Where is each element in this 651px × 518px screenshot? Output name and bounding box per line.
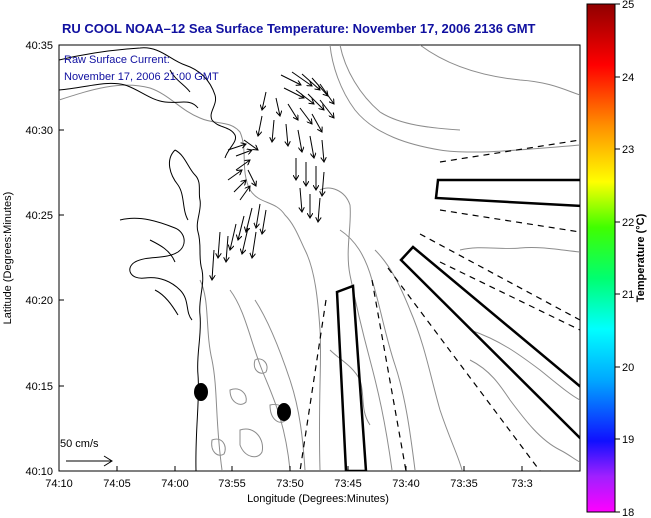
colorbar-tick: 21 [622,289,634,301]
map-title: RU COOL NOAA–12 Sea Surface Temperature:… [62,21,536,36]
colorbar: 25 24 23 22 21 20 19 18 Temperature (°C) [586,0,647,518]
x-tick-label: 73:40 [392,478,420,490]
colorbar-tick: 19 [622,434,634,446]
boundary-dashed-lines [299,139,580,471]
colorbar-tick: 25 [622,0,634,11]
x-axis-label: Longitude (Degrees:Minutes) [247,493,389,505]
colorbar-tick: 24 [622,72,634,84]
y-tick-label: 40:35 [25,40,53,52]
y-axis-label: Latitude (Degrees:Minutes) [2,192,14,325]
colorbar-label: Temperature (°C) [635,213,647,302]
y-tick-label: 40:25 [25,210,53,222]
x-tick-label: 73:35 [450,478,478,490]
radar-beam-outlines [335,178,580,471]
current-vectors [212,71,334,280]
data-blob [277,403,291,421]
colorbar-tick: 18 [622,507,634,518]
x-tick-label: 74:05 [103,478,131,490]
x-tick-label: 73:3 [511,478,532,490]
x-tick-label: 73:50 [276,478,304,490]
scale-label: 50 cm/s [60,438,99,450]
colorbar-tick: 22 [622,217,634,229]
x-tick-label: 74:10 [45,478,73,490]
colorbar-tick: 20 [622,362,634,374]
y-tick-label: 40:10 [25,466,53,478]
annotation-line-1: Raw Surface Current: [64,54,170,66]
annotation-line-2: November 17, 2006 21:00 GMT [64,71,219,83]
colorbar-gradient [586,3,616,513]
coastline [59,47,237,471]
bathymetry-contours [59,45,580,471]
y-tick-label: 40:15 [25,381,53,393]
scale-arrow-head [103,455,113,467]
data-blob [194,383,208,401]
y-axis: 40:35 40:30 40:25 40:20 40:15 40:10 Lati… [2,40,64,478]
x-tick-label: 73:55 [218,478,246,490]
y-tick-label: 40:20 [25,295,53,307]
x-tick-label: 73:45 [334,478,362,490]
x-tick-label: 74:00 [161,478,189,490]
colorbar-tick: 23 [622,144,634,156]
y-tick-label: 40:30 [25,125,53,137]
x-axis: 74:10 74:05 74:00 73:55 73:50 73:45 73:4… [45,466,581,505]
